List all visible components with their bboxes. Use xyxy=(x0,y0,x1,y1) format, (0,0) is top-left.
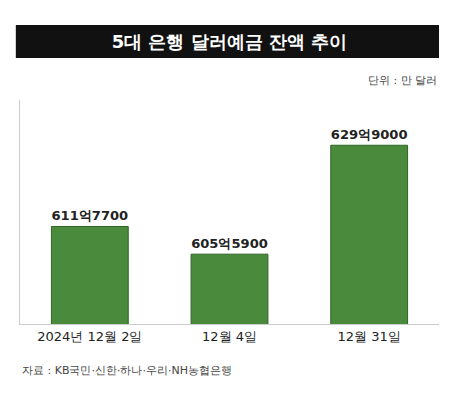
svg-text:611억7700: 611억7700 xyxy=(51,208,128,223)
svg-text:605억5900: 605억5900 xyxy=(191,236,268,251)
svg-text:단위 : 만 달러: 단위 : 만 달러 xyxy=(368,74,437,87)
svg-text:5대 은행 달러예금 잔액 추이: 5대 은행 달러예금 잔액 추이 xyxy=(112,31,348,52)
svg-text:12월 4일: 12월 4일 xyxy=(202,329,257,344)
svg-text:629억9000: 629억9000 xyxy=(331,127,408,142)
svg-text:자료 : KB국민·신한·하나·우리·NH농협은행: 자료 : KB국민·신한·하나·우리·NH농협은행 xyxy=(22,364,232,377)
svg-text:2024년 12월 2일: 2024년 12월 2일 xyxy=(37,329,142,344)
svg-text:12월 31일: 12월 31일 xyxy=(338,329,401,344)
